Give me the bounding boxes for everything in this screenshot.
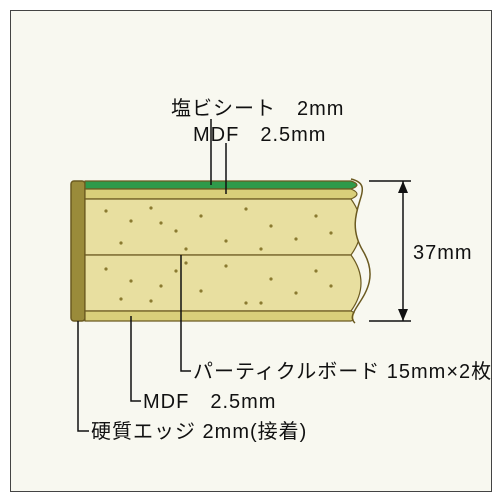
label-hard-edge: 硬質エッジ 2mm(接着) xyxy=(91,420,307,443)
layer-particle-bottom xyxy=(85,255,361,311)
layer-particle-top xyxy=(85,199,361,255)
label-particle: パーティクルボード 15mm×2枚 xyxy=(193,360,491,383)
hard-edge xyxy=(71,181,85,321)
layer-mdf-top xyxy=(85,189,357,199)
layer-mdf-bottom xyxy=(85,311,357,321)
label-mdf-top: MDF 2.5mm xyxy=(193,124,326,146)
layer-pvc-sheet xyxy=(85,181,357,189)
label-pvc: 塩ビシート 2mm xyxy=(171,97,344,120)
dim-label: 37mm xyxy=(413,242,473,264)
cross-section xyxy=(71,177,411,325)
label-mdf-bottom: MDF 2.5mm xyxy=(143,391,276,413)
diagram-svg: 37mm 塩ビシート 2mm MDF 2.5mm パーティクルボード 15mm×… xyxy=(11,11,491,491)
diagram-frame: 37mm 塩ビシート 2mm MDF 2.5mm パーティクルボード 15mm×… xyxy=(10,10,492,492)
